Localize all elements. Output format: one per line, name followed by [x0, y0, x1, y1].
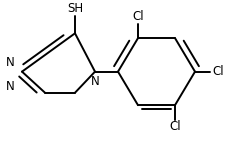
Text: Cl: Cl	[169, 120, 181, 133]
Text: N: N	[6, 80, 15, 93]
Text: N: N	[6, 55, 15, 69]
Text: SH: SH	[67, 2, 83, 15]
Text: N: N	[91, 75, 99, 88]
Text: Cl: Cl	[132, 10, 144, 23]
Text: Cl: Cl	[212, 65, 224, 78]
